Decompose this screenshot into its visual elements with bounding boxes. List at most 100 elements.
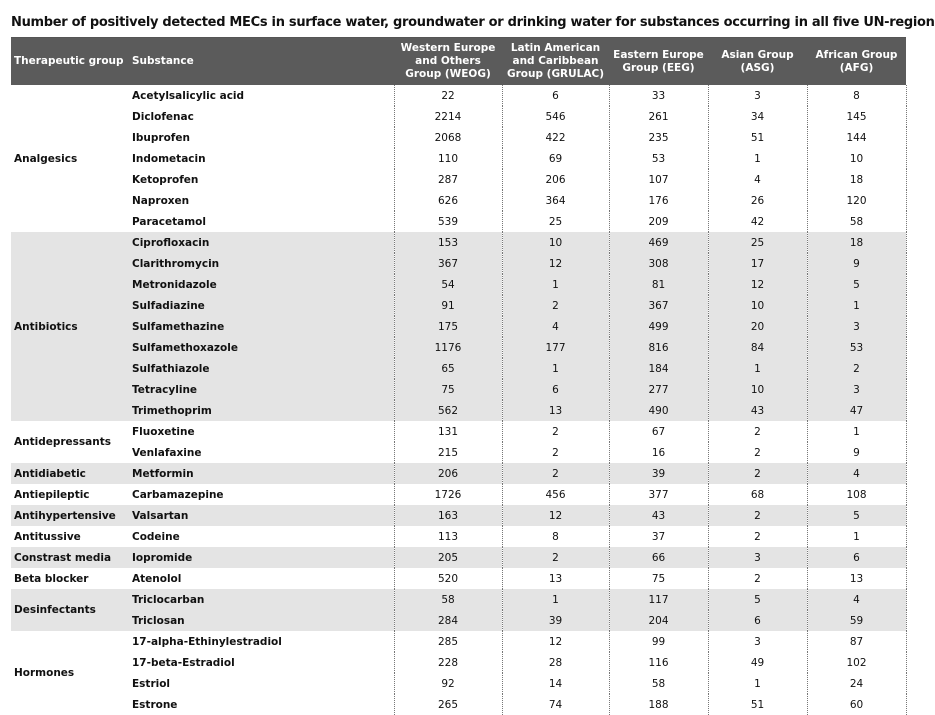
count: 4: [806, 589, 907, 610]
substance: Ibuprofen: [132, 131, 190, 144]
count: 367: [608, 295, 708, 316]
substance: Diclofenac: [132, 110, 194, 123]
count: 277: [608, 379, 708, 400]
count: 69: [501, 148, 609, 169]
count: 22: [393, 85, 502, 106]
group-name: Desinfectants: [11, 589, 129, 631]
count: 3: [707, 547, 807, 568]
count: 3: [707, 631, 807, 652]
count: 2214: [393, 106, 502, 127]
count: 2: [707, 568, 807, 589]
substance: Sulfamethazine: [129, 316, 394, 337]
table-head: Therapeutic group Substance Western Europe…: [11, 38, 906, 85]
table-row: Hormones 17-alpha-Ethinylestradiol 285 12 99…: [11, 631, 907, 679]
table-row: Diclofenac 2214 546 261 34 145: [11, 106, 907, 127]
substance: Triclosan: [129, 610, 394, 631]
count: 4: [707, 169, 807, 190]
count: 18: [806, 232, 907, 253]
count: 51: [707, 694, 807, 715]
count: 53: [806, 337, 907, 358]
column-header: Asian Group (ASG): [708, 38, 807, 85]
count: 5: [806, 274, 907, 295]
count: 66: [608, 547, 708, 568]
count: 107: [608, 169, 708, 190]
table-row: Antidiabetic Metformin 206 2 39 2 4: [11, 463, 907, 484]
substance: Venlafaxine: [132, 446, 202, 459]
count: 24: [806, 673, 907, 694]
count: 2: [501, 295, 609, 316]
column-header: Eastern Europe Group (EEG): [609, 38, 708, 85]
substance: Paracetamol: [132, 215, 206, 228]
count: 39: [608, 463, 708, 484]
count: 3: [707, 85, 807, 106]
count: 1: [707, 673, 807, 694]
count: 120: [806, 190, 907, 211]
count: 12: [501, 631, 609, 652]
table-row: Antibiotics Ciprofloxacin 153 10 469 25 18: [11, 232, 907, 421]
table-row: Sulfamethoxazole 1176 177 816 84 53: [11, 337, 907, 358]
count: 12: [707, 274, 807, 295]
count: 18: [806, 169, 907, 190]
count: 58: [806, 211, 907, 232]
table-row: Antiepileptic Carbamazepine 1726 456 377 68 10…: [11, 484, 907, 505]
count: 43: [707, 400, 807, 421]
count: 562: [393, 400, 502, 421]
count: 176: [608, 190, 708, 211]
count: 188: [608, 694, 708, 715]
count: 20: [707, 316, 807, 337]
group-name: Antidiabetic: [11, 463, 129, 484]
count: 4: [501, 316, 609, 337]
column-header: Latin American and Caribbean Group (GRUL…: [502, 38, 609, 85]
count: 6: [501, 85, 609, 106]
count: 816: [608, 337, 708, 358]
count: 25: [707, 232, 807, 253]
count: 5: [806, 505, 907, 526]
count: 6: [501, 379, 609, 400]
count: 25: [501, 211, 609, 232]
count: 87: [806, 631, 907, 652]
table-row: Antidepressants Fluoxetine 131 2 67 2 1: [11, 421, 907, 448]
count: 1726: [393, 484, 502, 505]
table-row: Estrone 265 74 188 51 60: [11, 694, 907, 715]
substance: Codeine: [132, 530, 180, 543]
count: 209: [608, 211, 708, 232]
count: 26: [707, 190, 807, 211]
count: 469: [608, 232, 708, 253]
group-name: Antiepileptic: [14, 488, 90, 501]
count: 58: [608, 673, 708, 694]
count: 1: [501, 589, 609, 610]
count: 53: [608, 148, 708, 169]
substance: Ciprofloxacin: [129, 232, 394, 253]
count: 1176: [393, 337, 502, 358]
table-body: Analgesics Acetylsalicylic acid 22 6 33 3 8 Dic…: [11, 85, 907, 715]
count: 265: [393, 694, 502, 715]
table-row: Antihypertensive Valsartan 163 12 43 2 5: [11, 505, 907, 526]
count: 116: [608, 652, 708, 673]
count: 17: [707, 253, 807, 274]
count: 175: [393, 316, 502, 337]
table-row: Desinfectants Triclocarban 58 1 117 5 4: [11, 589, 907, 631]
count: 74: [501, 694, 609, 715]
count: 377: [608, 484, 708, 505]
count: 499: [608, 316, 708, 337]
count: 10: [707, 379, 807, 400]
count: 539: [393, 211, 502, 232]
substance: Metronidazole: [129, 274, 394, 295]
substance: Fluoxetine: [132, 425, 195, 438]
count: 4: [806, 463, 907, 484]
group-name: Hormones: [14, 667, 75, 679]
count: 68: [707, 484, 807, 505]
count: 49: [707, 652, 807, 673]
table-row: Tetracyline 75 6 277 10 3: [11, 379, 907, 400]
substance: Acetylsalicylic acid: [132, 89, 245, 102]
table-row: Metronidazole 54 1 81 12 5: [11, 274, 907, 295]
substance: Sulfathiazole: [129, 358, 394, 379]
count: 33: [608, 85, 708, 106]
column-header: African Group (AFG): [807, 38, 906, 85]
group-name: Beta blocker: [14, 572, 89, 585]
table-row: Sulfadiazine 91 2 367 10 1: [11, 295, 907, 316]
count: 8: [501, 526, 609, 547]
table-row: Analgesics Acetylsalicylic acid 22 6 33 3 8: [11, 85, 907, 165]
count: 2: [707, 442, 807, 463]
